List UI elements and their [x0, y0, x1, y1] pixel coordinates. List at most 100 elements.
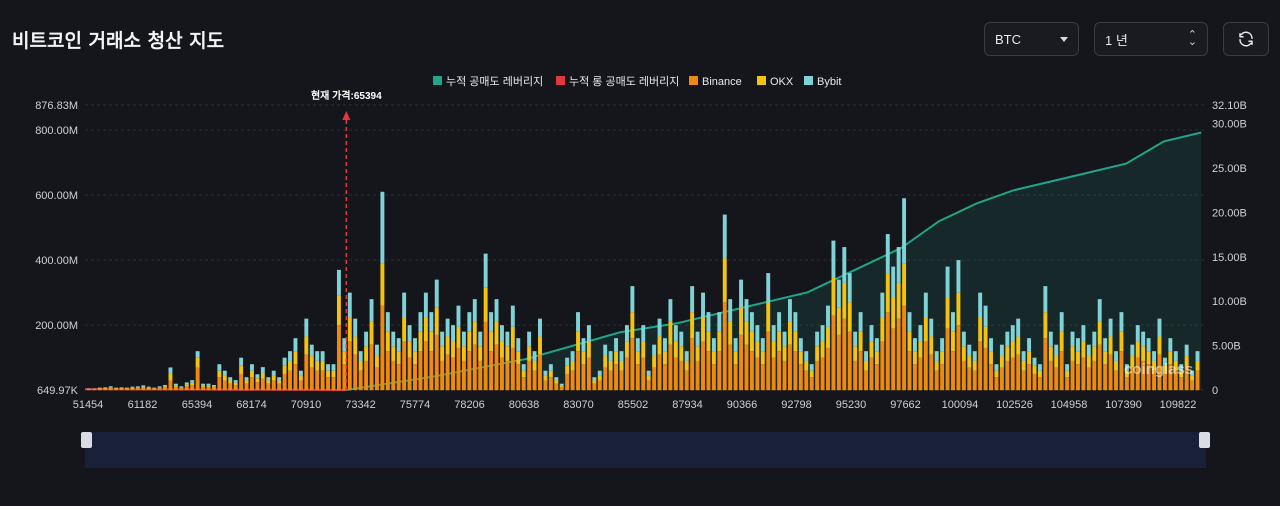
bar-bybit: [934, 351, 939, 361]
bar-binance: [701, 341, 705, 391]
bar-bybit: [690, 286, 695, 313]
refresh-button[interactable]: [1223, 22, 1269, 56]
bar-binance: [184, 386, 189, 391]
bar-bybit: [1027, 338, 1032, 352]
bar-okx: [673, 341, 678, 358]
bar-bybit: [1157, 318, 1162, 337]
bar-okx: [815, 346, 820, 361]
bar-okx: [315, 360, 320, 371]
bar-okx: [711, 351, 716, 365]
y-right-tick-label: 0: [1212, 385, 1218, 397]
bar-bybit: [505, 331, 510, 347]
bar-okx: [288, 360, 292, 371]
bar-okx: [489, 331, 494, 352]
bar-bybit: [695, 331, 700, 347]
zoom-handle-right[interactable]: [1199, 432, 1210, 448]
bar-bybit: [706, 312, 711, 332]
bar-binance: [1092, 360, 1097, 391]
bar-bybit: [309, 344, 314, 357]
bar-okx: [1195, 360, 1200, 371]
bar-binance: [467, 351, 472, 391]
bar-okx: [961, 346, 966, 361]
bar-binance: [1048, 360, 1053, 391]
bar-binance: [728, 344, 733, 391]
bar-binance: [1146, 364, 1151, 391]
bar-binance: [114, 388, 119, 391]
bar-okx: [847, 302, 852, 332]
bar-bybit: [668, 299, 673, 322]
bar-binance: [157, 388, 162, 391]
current-price-label: 현재 가격:65394: [311, 89, 382, 102]
bar-bybit: [1173, 351, 1178, 361]
bar-binance: [244, 383, 249, 391]
bar-binance: [119, 388, 124, 391]
zoom-handle-left[interactable]: [81, 432, 92, 448]
bar-binance: [483, 321, 488, 391]
bar-bybit: [510, 305, 515, 327]
bar-bybit: [402, 292, 407, 318]
legend-label: 누적 롱 공매도 레버리지: [569, 75, 679, 88]
bar-bybit: [1190, 370, 1195, 376]
bar-bybit: [228, 377, 233, 381]
bar-bybit: [907, 312, 912, 332]
bar-bybit: [1103, 338, 1108, 352]
bar-bybit: [739, 279, 744, 308]
y-left-tick-label: 600.00M: [35, 190, 78, 202]
bar-okx: [586, 341, 591, 358]
bar-okx: [657, 336, 662, 355]
bar-binance: [641, 357, 646, 391]
bar-bybit: [293, 338, 298, 352]
bar-bybit: [499, 325, 504, 342]
bar-bybit: [1097, 299, 1102, 322]
y-right-tick-label: 10.00B: [1212, 296, 1247, 308]
bar-okx: [505, 346, 510, 361]
bar-okx: [554, 380, 559, 384]
bar-okx: [891, 297, 896, 329]
bar-binance: [385, 351, 390, 391]
bar-binance: [815, 360, 820, 391]
bar-binance: [418, 351, 423, 391]
bar-binance: [874, 364, 879, 391]
bar-bybit: [163, 385, 167, 387]
bar-binance: [695, 360, 700, 391]
bar-bybit: [1048, 331, 1053, 347]
bar-binance: [451, 357, 456, 391]
bar-binance: [809, 377, 814, 391]
y-left-tick-label: 200.00M: [35, 320, 78, 332]
bar-okx: [146, 387, 151, 389]
bar-okx: [1114, 360, 1118, 371]
bar-okx: [369, 321, 374, 345]
legend-label: 누적 공매도 레버리지: [446, 75, 543, 88]
bar-okx: [581, 351, 586, 365]
bar-binance: [652, 367, 657, 391]
bar-okx: [1108, 336, 1113, 355]
range-select[interactable]: 1 년 ⌃ ⌄: [1094, 22, 1208, 56]
range-select-value: 1 년: [1105, 32, 1128, 48]
bar-bybit: [543, 370, 548, 376]
bar-bybit: [347, 292, 352, 318]
bar-bybit: [179, 386, 184, 388]
bar-bybit: [380, 191, 385, 264]
bar-binance: [782, 360, 787, 391]
bar-okx: [826, 326, 830, 348]
bar-bybit: [983, 305, 988, 327]
x-tick-label: 100094: [942, 399, 979, 411]
bar-bybit: [586, 325, 591, 342]
bar-bybit: [326, 364, 331, 371]
bar-binance: [309, 367, 314, 391]
bar-bybit: [652, 344, 657, 357]
bar-binance: [407, 357, 412, 391]
bar-bybit: [842, 247, 847, 283]
bar-okx: [97, 388, 102, 389]
bar-binance: [793, 351, 798, 391]
bar-bybit: [516, 338, 521, 352]
bar-okx: [353, 336, 358, 355]
bar-okx: [298, 375, 303, 381]
bar-okx: [896, 282, 901, 319]
bar-binance: [1065, 377, 1070, 391]
symbol-select[interactable]: BTC: [984, 22, 1079, 56]
bar-bybit: [489, 312, 494, 332]
bar-bybit: [304, 318, 309, 337]
bar-binance: [195, 367, 200, 391]
bar-binance: [864, 370, 868, 391]
